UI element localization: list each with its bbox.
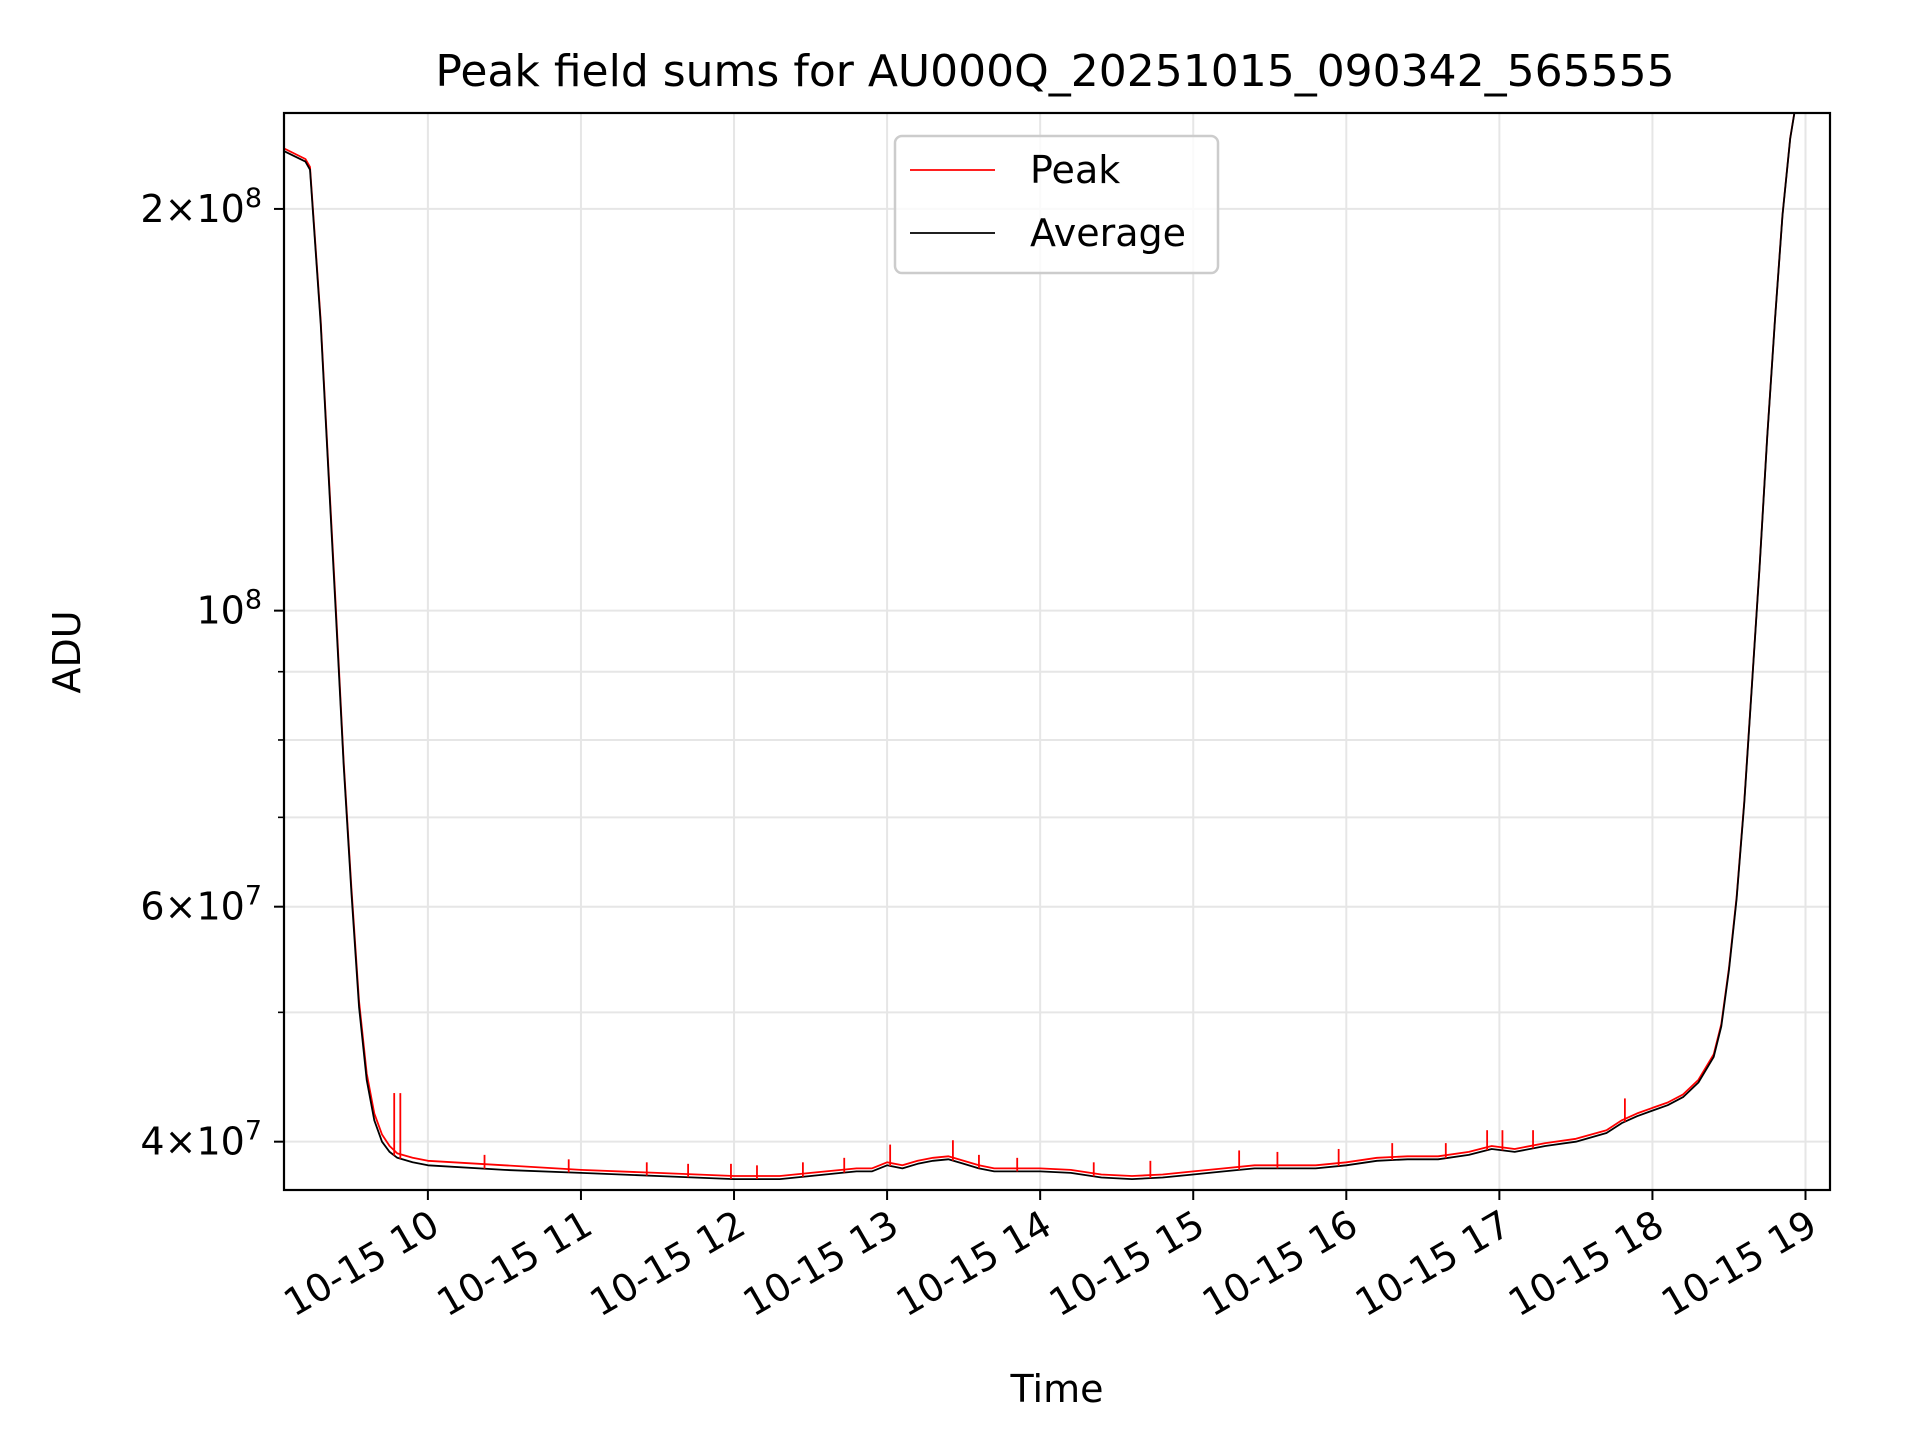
y-tick-label: 108 (196, 584, 262, 633)
chart-title: Peak field sums for AU000Q_20251015_0903… (435, 46, 1674, 97)
y-tick-label: 4×107 (140, 1115, 262, 1164)
series-line-average (284, 113, 1796, 1180)
y-tick-times: × (165, 187, 197, 231)
legend-label-peak: Peak (1030, 148, 1120, 192)
legend: Peak Average (893, 134, 1220, 275)
y-tick-label: 2×108 (140, 182, 262, 231)
y-tick-times: × (165, 885, 197, 929)
y-tick-base: 10 (196, 885, 244, 929)
plot-background (284, 113, 1830, 1190)
series-layer (284, 113, 1796, 1180)
y-axis-label: ADU (45, 610, 89, 693)
series-group (284, 113, 1796, 1180)
y-tick-base: 10 (196, 187, 244, 231)
grid (284, 113, 1830, 1190)
y-tick-base: 10 (196, 1120, 244, 1164)
y-tick-exponent: 7 (245, 1115, 262, 1146)
plot-area (282, 111, 1832, 1192)
plot-frame (282, 111, 1832, 1192)
y-tick-mantissa: 4 (140, 1120, 164, 1164)
y-tick-mantissa: 2 (140, 187, 164, 231)
y-tick-label: 6×107 (140, 880, 262, 929)
x-axis-label: Time (1010, 1367, 1104, 1411)
y-tick-exponent: 8 (245, 584, 262, 615)
y-tick-exponent: 8 (245, 182, 262, 213)
y-tick-exponent: 7 (245, 880, 262, 911)
legend-label-average: Average (1030, 211, 1186, 255)
y-tick-base: 10 (196, 589, 244, 633)
y-tick-times: × (165, 1120, 197, 1164)
y-tick-mantissa: 6 (140, 885, 164, 929)
